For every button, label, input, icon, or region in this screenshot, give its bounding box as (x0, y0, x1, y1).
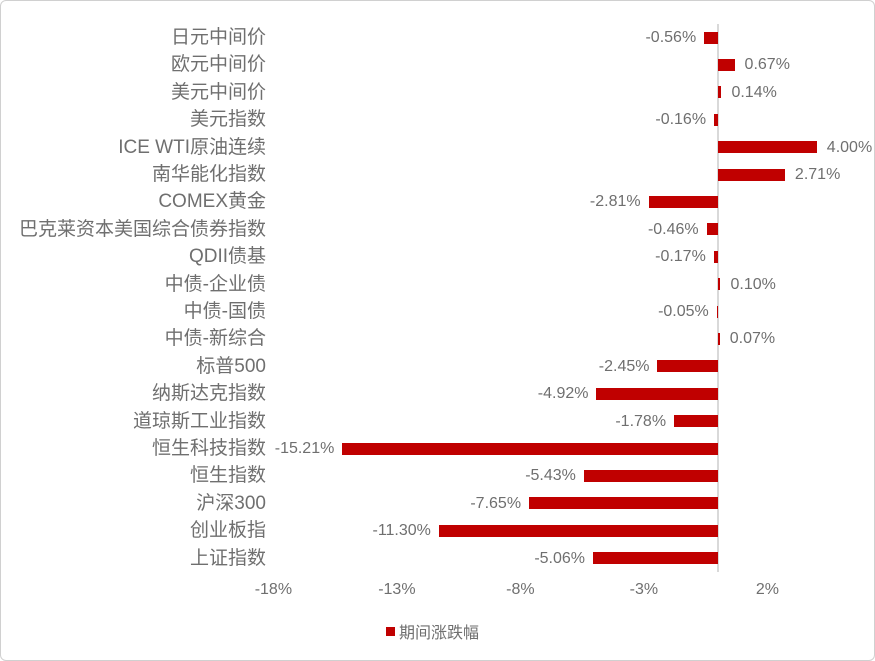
bar (438, 524, 718, 537)
bar-row: QDII债基 -0.17% (1, 243, 874, 270)
category-label: 美元中间价 (170, 81, 266, 103)
legend: 期间涨跌幅 (386, 619, 479, 643)
bar (713, 250, 718, 263)
bar (674, 415, 718, 428)
value-label: -11.30% (372, 522, 431, 540)
legend-marker-icon (386, 626, 395, 636)
bar-row: 中债-新综合 0.07% (1, 325, 874, 352)
bar (706, 223, 718, 236)
bar (718, 278, 721, 291)
value-label: -0.46% (647, 220, 699, 238)
value-label: -15.21% (274, 440, 335, 457)
category-label: 日元中间价 (170, 27, 266, 48)
bar-row: 沪深300 -7.65% (1, 490, 874, 517)
bar (718, 86, 722, 99)
bar-row: 上证指数 -5.06% (1, 545, 874, 572)
category-label: 恒生科技指数 (151, 438, 266, 459)
bar-row: 创业板指 -11.30% (1, 517, 874, 544)
category-label: QDII债基 (188, 246, 266, 268)
value-label: 0.14% (731, 83, 777, 101)
bar-row: 巴克莱资本美国综合债券指数 -0.46% (1, 216, 874, 243)
bar-row: 南华能化指数 2.71% (1, 161, 874, 188)
bar-row: ICE WTI原油连续 4.00% (1, 134, 874, 161)
legend-label: 期间涨跌幅 (399, 625, 480, 642)
bar (718, 168, 785, 181)
value-label: -4.92% (537, 385, 589, 403)
bar (657, 360, 718, 373)
value-label: 0.07% (729, 330, 776, 348)
category-label: 恒生指数 (189, 465, 266, 487)
bar-row: 美元中间价 0.14% (1, 79, 874, 106)
bar-row: 纳斯达克指数 -4.92% (1, 380, 874, 407)
value-label: -2.45% (598, 357, 650, 375)
value-label: -5.43% (525, 467, 576, 485)
category-label: 中债-新综合 (164, 328, 266, 350)
bar-row: 中债-企业债 0.10% (1, 271, 874, 298)
bar-row: 恒生科技指数 -15.21% (1, 435, 874, 462)
bar-row: COMEX黄金 -2.81% (1, 188, 874, 215)
value-label: 0.67% (744, 56, 790, 74)
bar (718, 59, 735, 72)
category-label: 中债-国债 (183, 301, 266, 322)
x-tick-label: -3% (629, 581, 659, 598)
bar (593, 552, 718, 565)
x-tick-label: -13% (378, 581, 416, 598)
value-label: -5.06% (534, 549, 586, 567)
bar (714, 113, 718, 126)
category-label: 中债-企业债 (164, 273, 266, 295)
bar-row: 美元指数 -0.16% (1, 106, 874, 133)
value-label: -0.16% (655, 111, 707, 129)
value-label: -0.05% (658, 303, 709, 320)
bar (716, 305, 718, 318)
category-label: 创业板指 (189, 520, 266, 542)
bar-row: 日元中间价 -0.56% (1, 24, 874, 51)
category-label: 沪深300 (196, 492, 266, 514)
category-label: COMEX黄金 (158, 191, 266, 213)
x-tick-label: -8% (506, 581, 535, 598)
bar-row: 中债-国债 -0.05% (1, 298, 874, 325)
category-label: 巴克莱资本美国综合债券指数 (18, 218, 266, 240)
bar (529, 497, 718, 510)
bar (718, 141, 817, 154)
bar (718, 333, 720, 346)
value-label: -0.17% (655, 248, 706, 266)
category-label: 上证指数 (189, 547, 266, 569)
category-label: 标普500 (196, 355, 266, 377)
bar-row: 欧元中间价 0.67% (1, 51, 874, 78)
value-label: 2.71% (794, 166, 841, 183)
value-label: -2.81% (589, 193, 641, 211)
value-label: 0.10% (730, 275, 776, 293)
category-label: ICE WTI原油连续 (118, 136, 266, 158)
bar (583, 470, 718, 483)
bar (648, 196, 718, 209)
zero-axis-line (717, 24, 719, 572)
category-label: 纳斯达克指数 (151, 383, 266, 405)
value-label: 4.00% (826, 138, 873, 156)
bar (596, 387, 718, 400)
x-tick-label: -18% (254, 581, 293, 598)
value-label: -1.78% (615, 412, 667, 430)
category-label: 美元指数 (189, 109, 266, 131)
value-label: -7.65% (470, 494, 522, 512)
bar (342, 442, 718, 455)
category-label: 南华能化指数 (151, 164, 266, 185)
bar (704, 31, 718, 44)
bar-row: 道琼斯工业指数 -1.78% (1, 408, 874, 435)
category-label: 欧元中间价 (170, 54, 266, 76)
x-tick-label: 2% (755, 581, 779, 598)
value-label: -0.56% (645, 29, 697, 46)
category-label: 道琼斯工业指数 (132, 410, 266, 432)
bar-row: 标普500 -2.45% (1, 353, 874, 380)
bar-row: 恒生指数 -5.43% (1, 462, 874, 489)
